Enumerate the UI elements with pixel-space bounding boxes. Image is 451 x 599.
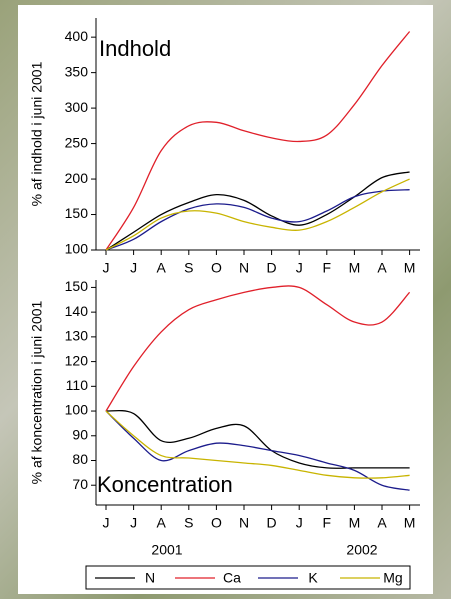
y-tick-label: 100: [65, 402, 89, 418]
panel: [18, 5, 433, 594]
annotation: Indhold: [99, 36, 171, 61]
x-tick-label: M: [349, 260, 361, 276]
y-tick-label: 350: [65, 63, 89, 79]
y-tick-label: 100: [65, 241, 89, 257]
x-tick-label: A: [377, 260, 387, 276]
x-tick-label: D: [267, 260, 277, 276]
y-tick-label: 70: [72, 476, 88, 492]
x-tick-label: F: [323, 260, 332, 276]
x-tick-label: M: [404, 260, 416, 276]
y-tick-label: 250: [65, 134, 89, 150]
y-axis-label: % af indhold i juni 2001: [29, 61, 45, 206]
legend-label: N: [145, 570, 155, 586]
annotation: Koncentration: [97, 472, 233, 497]
series-line: [105, 31, 411, 251]
y-tick-label: 140: [65, 303, 89, 319]
y-tick-label: 150: [65, 278, 89, 294]
y-tick-label: 300: [65, 99, 89, 115]
year-label: 2002: [346, 542, 377, 558]
x-tick-label: O: [211, 260, 222, 276]
series-line: [105, 171, 410, 251]
x-tick-label: J: [103, 515, 110, 531]
x-tick-label: O: [211, 515, 222, 531]
x-tick-label: J: [130, 515, 137, 531]
series-line: [105, 285, 411, 412]
x-tick-label: J: [130, 260, 137, 276]
legend-label: Mg: [383, 570, 402, 586]
x-tick-label: J: [103, 260, 110, 276]
y-tick-label: 130: [65, 328, 89, 344]
series-line: [105, 410, 410, 479]
y-tick-label: 120: [65, 352, 89, 368]
year-label: 2001: [151, 542, 182, 558]
series-line: [105, 409, 410, 469]
y-tick-label: 400: [65, 28, 89, 44]
series-line: [105, 178, 410, 251]
y-axis-label: % af koncentration i juni 2001: [29, 300, 45, 484]
x-tick-label: J: [296, 260, 303, 276]
y-tick-label: 110: [66, 377, 89, 393]
x-tick-label: N: [239, 515, 249, 531]
y-tick-label: 80: [72, 451, 88, 467]
x-tick-label: J: [296, 515, 303, 531]
legend-label: K: [308, 570, 318, 586]
x-tick-label: N: [239, 260, 249, 276]
series-line: [105, 189, 410, 251]
y-tick-label: 150: [65, 205, 89, 221]
x-tick-label: S: [184, 515, 193, 531]
y-tick-label: 200: [65, 170, 89, 186]
legend-box: [85, 565, 411, 590]
x-tick-label: A: [377, 515, 387, 531]
series-line: [105, 410, 410, 491]
x-tick-label: D: [267, 515, 277, 531]
x-tick-label: F: [323, 515, 332, 531]
x-tick-label: M: [349, 515, 361, 531]
legend-label: Ca: [223, 570, 241, 586]
x-tick-label: A: [157, 515, 167, 531]
x-tick-label: A: [157, 260, 167, 276]
x-tick-label: S: [184, 260, 193, 276]
y-tick-label: 90: [72, 426, 88, 442]
x-tick-label: M: [404, 515, 416, 531]
